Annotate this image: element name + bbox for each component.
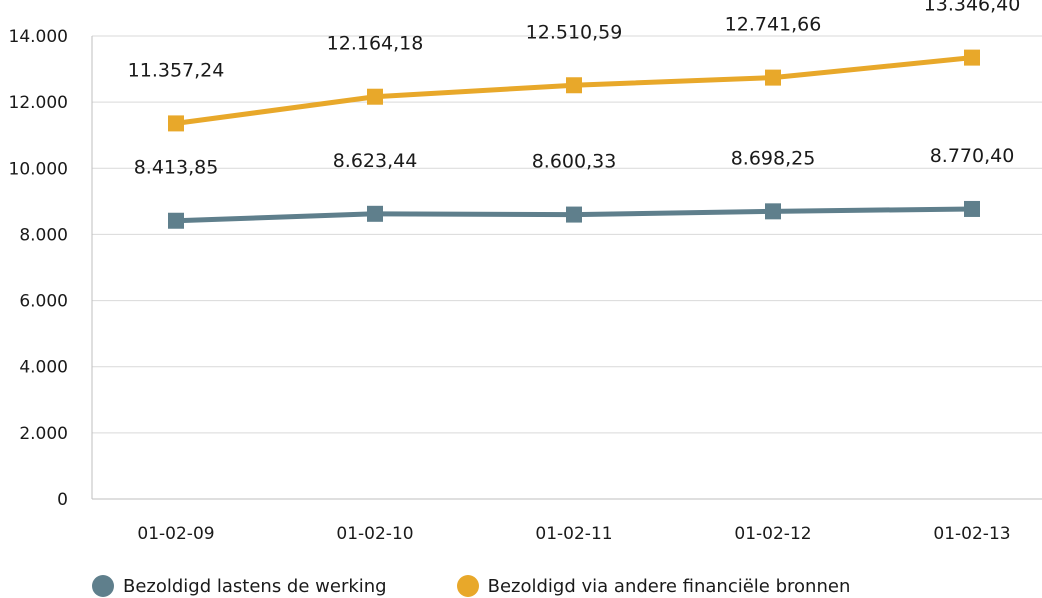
data-point <box>566 206 582 223</box>
data-label: 11.357,24 <box>128 59 225 81</box>
data-point <box>964 49 980 66</box>
x-tick-label: 01-02-09 <box>137 524 214 544</box>
y-tick-label: 8.000 <box>19 225 68 245</box>
y-tick-label: 4.000 <box>19 358 68 378</box>
legend-swatch-werking <box>92 575 114 597</box>
data-label: 12.741,66 <box>725 14 822 36</box>
x-tick-label: 01-02-12 <box>734 524 811 544</box>
legend-item-andere-bronnen: Bezoldigd via andere financiële bronnen <box>456 575 851 597</box>
x-tick-label: 01-02-13 <box>933 524 1010 544</box>
data-point <box>964 200 980 217</box>
y-axis: 0 2.000 4.000 6.000 8.000 10.000 12.000 14.000 <box>9 27 93 510</box>
legend-item-werking: Bezoldigd lastens de werking <box>92 575 387 597</box>
data-point <box>168 212 184 229</box>
data-label: 8.413,85 <box>134 157 219 179</box>
y-tick-label: 6.000 <box>19 292 68 312</box>
data-label: 12.510,59 <box>526 21 623 43</box>
data-label: 12.164,18 <box>327 33 424 55</box>
legend-label-werking: Bezoldigd lastens de werking <box>123 575 387 597</box>
data-label: 8.623,44 <box>333 150 418 172</box>
y-tick-label: 10.000 <box>9 159 68 179</box>
legend: Bezoldigd lastens de werking Bezoldigd v… <box>92 575 920 597</box>
y-tick-label: 0 <box>57 490 68 510</box>
y-tick-label: 2.000 <box>19 424 68 444</box>
x-tick-label: 01-02-10 <box>336 524 413 544</box>
data-point <box>168 115 184 132</box>
x-tick-label: 01-02-11 <box>535 524 612 544</box>
data-point <box>367 88 383 105</box>
data-point <box>765 69 781 86</box>
legend-label-andere-bronnen: Bezoldigd via andere financiële bronnen <box>487 575 851 597</box>
x-axis: 01-02-09 01-02-10 01-02-11 01-02-12 01-02-13 <box>137 524 1010 544</box>
data-label: 8.600,33 <box>532 151 617 173</box>
y-tick-label: 12.000 <box>9 93 68 113</box>
data-label: 8.698,25 <box>731 147 816 169</box>
series-group: 8.413,85 8.623,44 8.600,33 8.698,25 8.770,40… <box>128 0 1021 229</box>
data-point <box>765 203 781 220</box>
y-tick-label: 14.000 <box>9 27 68 47</box>
data-point <box>566 77 582 94</box>
data-point <box>367 205 383 222</box>
data-label: 13.346,40 <box>924 0 1021 16</box>
data-label: 8.770,40 <box>930 145 1015 167</box>
legend-swatch-andere-bronnen <box>456 575 479 597</box>
gridlines <box>92 35 1042 500</box>
